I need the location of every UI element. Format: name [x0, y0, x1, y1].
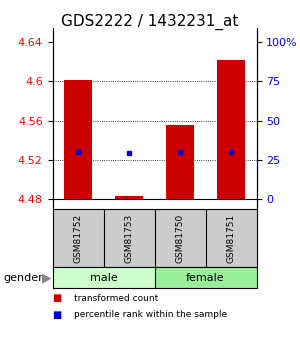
Bar [217, 60, 245, 199]
Text: gender: gender [3, 273, 43, 283]
Text: GDS2222 / 1432231_at: GDS2222 / 1432231_at [61, 14, 239, 30]
Bar [115, 196, 143, 199]
Text: male: male [90, 273, 117, 283]
Text: GSM81750: GSM81750 [176, 214, 184, 263]
Text: GSM81752: GSM81752 [74, 214, 82, 263]
Text: transformed count: transformed count [74, 294, 158, 303]
Bar [52, 267, 154, 288]
Text: GSM81753: GSM81753 [124, 214, 134, 263]
Text: percentile rank within the sample: percentile rank within the sample [74, 310, 226, 319]
Text: GSM81751: GSM81751 [226, 214, 236, 263]
Bar [166, 125, 194, 199]
Text: ■: ■ [52, 310, 62, 320]
Bar [64, 80, 92, 199]
Text: ■: ■ [52, 294, 62, 303]
Text: female: female [186, 273, 225, 283]
Text: ▶: ▶ [42, 271, 51, 284]
Bar [154, 267, 256, 288]
